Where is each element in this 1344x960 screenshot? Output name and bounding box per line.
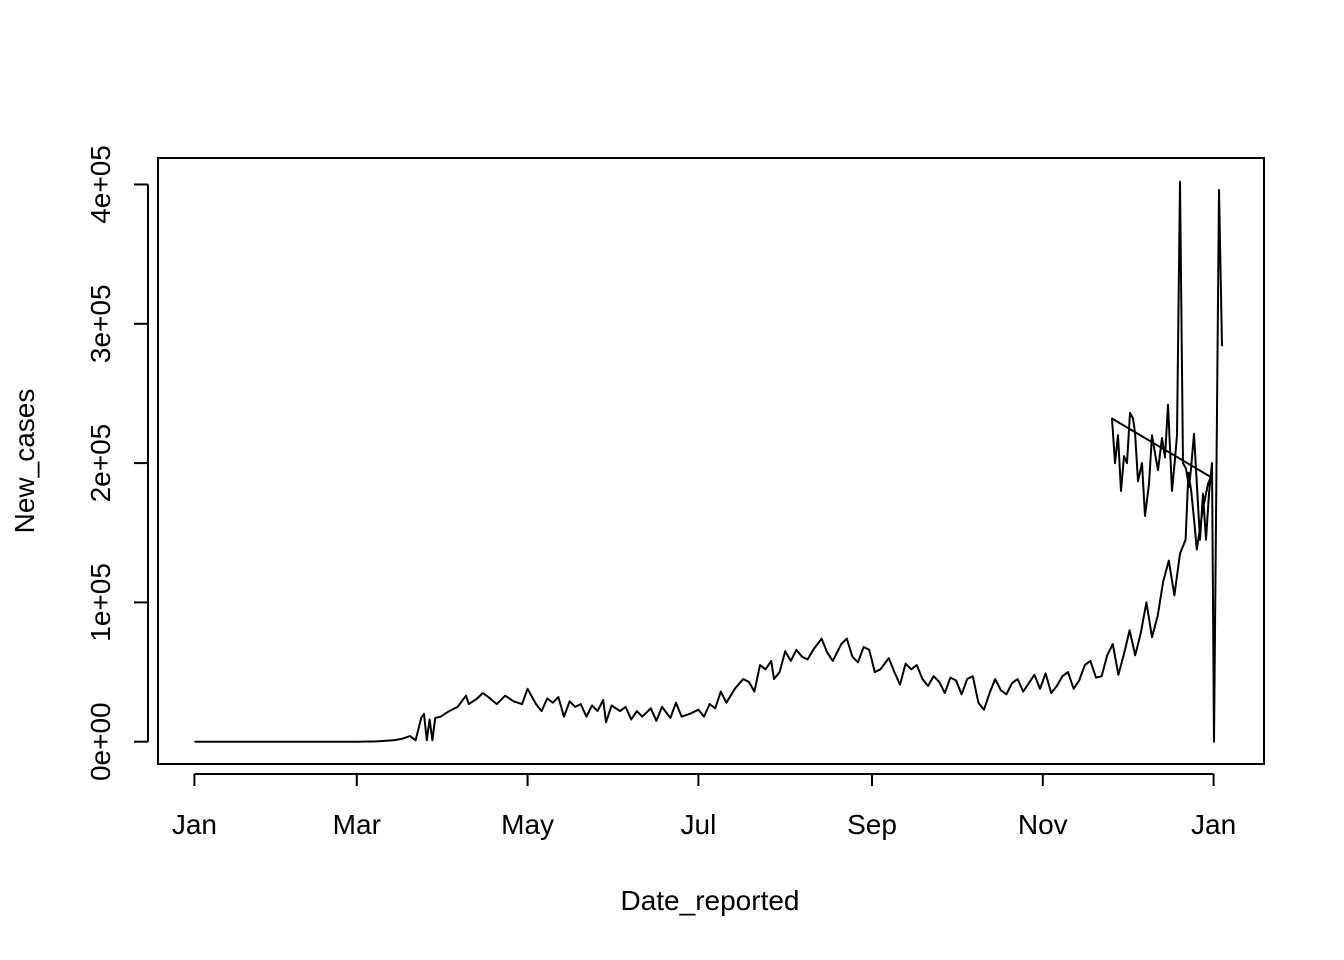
y-axis-title: New_cases (9, 389, 40, 534)
y-tick-label: 0e+00 (85, 702, 116, 781)
x-tick-label: Jul (681, 809, 717, 840)
y-tick-label: 2e+05 (85, 424, 116, 503)
series-line (194, 180, 1223, 743)
x-tick-label: May (501, 809, 554, 840)
x-tick-label: Nov (1018, 809, 1068, 840)
x-axis: Jan Mar May Jul Sep Nov Jan (172, 773, 1236, 840)
plot-frame (157, 157, 1265, 765)
y-tick-label: 1e+05 (85, 563, 116, 642)
x-axis-title: Date_reported (620, 885, 799, 916)
x-tick-label: Jan (172, 809, 217, 840)
y-axis: 0e+00 1e+05 2e+05 3e+05 4e+05 (85, 145, 149, 781)
x-tick-label: Mar (333, 809, 381, 840)
x-tick-label: Jan (1191, 809, 1236, 840)
x-tick-label: Sep (847, 809, 897, 840)
y-tick-label: 3e+05 (85, 284, 116, 363)
y-tick-label: 4e+05 (85, 145, 116, 224)
